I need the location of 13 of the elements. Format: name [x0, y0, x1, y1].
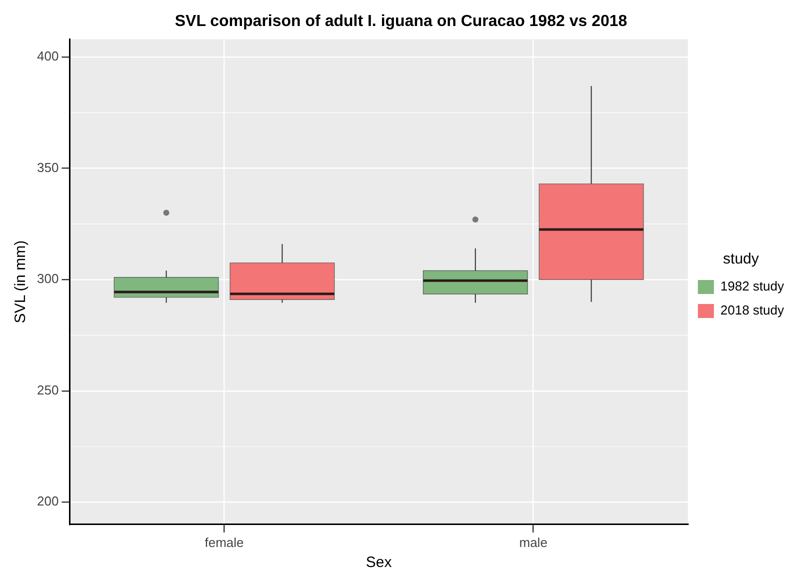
- legend-label: 2018 study: [720, 302, 784, 318]
- y-tick-label: 250: [36, 382, 59, 398]
- x-axis-title: Sex: [366, 554, 392, 572]
- y-axis-title: SVL (in mm): [12, 240, 30, 324]
- chart-title: SVL comparison of adult I. iguana on Curacao 1982 vs 2018: [174, 13, 628, 30]
- y-tick-label: 400: [36, 48, 59, 64]
- y-tick-label: 350: [36, 160, 59, 175]
- y-tick-label: 200: [36, 494, 59, 509]
- x-tick-label: female: [204, 534, 244, 550]
- legend-label: 1982 study: [720, 278, 784, 294]
- x-tick-label: male: [519, 534, 548, 550]
- legend-title: study: [723, 250, 760, 268]
- y-tick-label: 300: [36, 271, 59, 286]
